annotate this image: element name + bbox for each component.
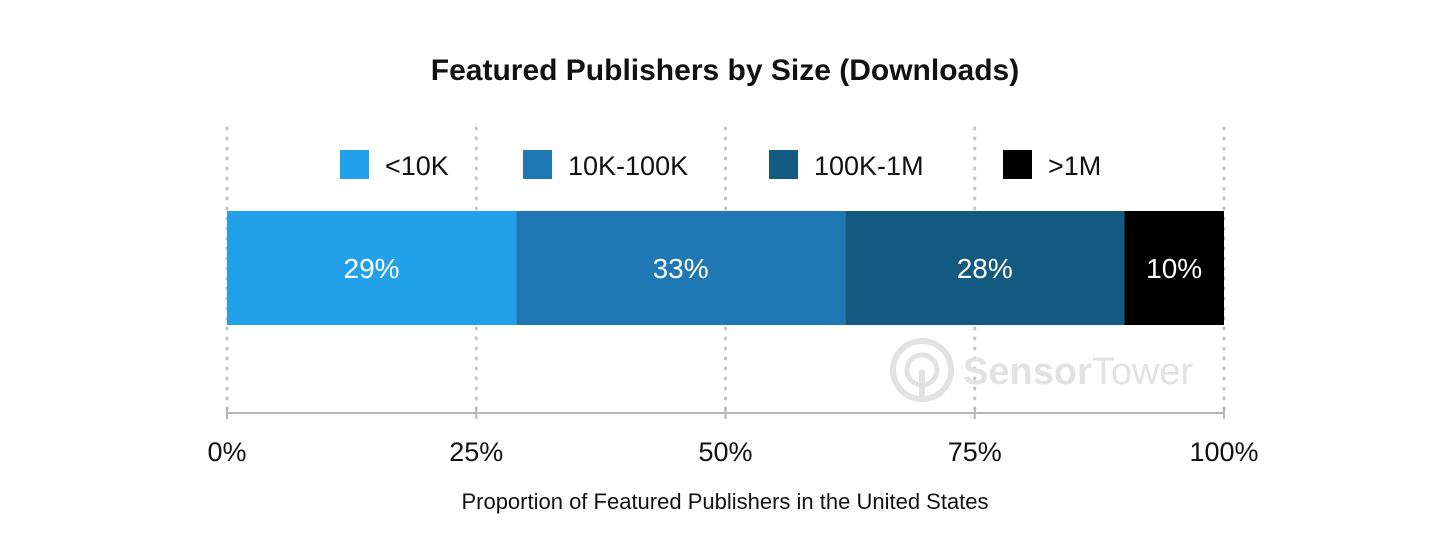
data-label: 28% bbox=[957, 253, 1013, 284]
bar-segment bbox=[845, 211, 1125, 325]
legend-label: 100K-1M bbox=[814, 151, 924, 181]
x-tick-label: 50% bbox=[698, 437, 752, 467]
x-tick-label: 100% bbox=[1189, 437, 1258, 467]
legend-label: 10K-100K bbox=[568, 151, 688, 181]
bar-segment bbox=[1124, 211, 1224, 325]
legend-swatch bbox=[340, 150, 369, 179]
legend-swatch bbox=[523, 150, 552, 179]
x-axis: 0% 25% 50% 75% 100% bbox=[207, 407, 1259, 467]
watermark-text: SensorTower bbox=[963, 351, 1194, 393]
x-tick-label: 25% bbox=[449, 437, 503, 467]
watermark-text-tower: Tower bbox=[1092, 351, 1194, 393]
data-label: 10% bbox=[1146, 253, 1202, 284]
bars: 29% 33% 28% 10% bbox=[227, 211, 1224, 325]
data-label: 29% bbox=[344, 253, 400, 284]
legend-label: >1M bbox=[1048, 151, 1101, 181]
data-label: 33% bbox=[653, 253, 709, 284]
bar-segment bbox=[227, 211, 517, 325]
bar-segment bbox=[516, 211, 846, 325]
watermark: SensorTower bbox=[890, 338, 1194, 402]
legend-swatch bbox=[769, 150, 798, 179]
x-tick-label: 75% bbox=[948, 437, 1002, 467]
legend-swatch bbox=[1003, 150, 1032, 179]
sensortower-logo-icon bbox=[890, 338, 954, 402]
watermark-text-sensor: Sensor bbox=[963, 351, 1092, 393]
chart-title: Featured Publishers by Size (Downloads) bbox=[431, 54, 1019, 87]
legend-label: <10K bbox=[385, 151, 449, 181]
x-axis-label: Proportion of Featured Publishers in the… bbox=[461, 489, 988, 514]
legend: <10K 10K-100K 100K-1M >1M bbox=[340, 150, 1101, 181]
x-tick-label: 0% bbox=[207, 437, 246, 467]
